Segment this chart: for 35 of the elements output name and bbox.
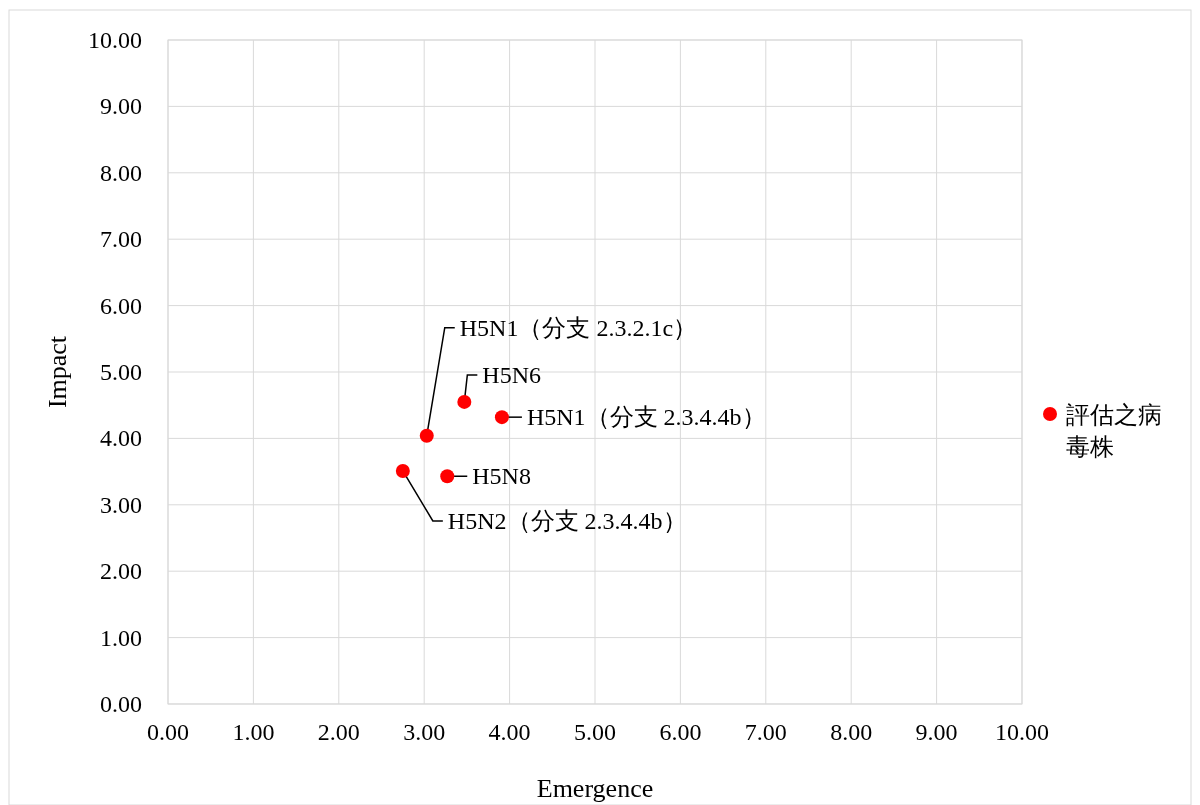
y-tick-label: 4.00 — [100, 425, 142, 452]
x-tick-label: 4.00 — [488, 719, 531, 745]
x-tick-label: 10.00 — [995, 719, 1049, 745]
point — [419, 428, 434, 443]
y-tick-label: 0.00 — [100, 691, 142, 717]
point — [457, 394, 472, 409]
annotation: H5N2（分支 2.3.4.4b） — [447, 507, 687, 534]
annotation: H5N6 — [482, 361, 542, 388]
y-tick-label: 2.00 — [100, 558, 142, 585]
x-tick-label: 7.00 — [744, 719, 787, 745]
x-tick-label: 3.00 — [403, 719, 446, 745]
point — [494, 410, 509, 425]
x-tick-label: 5.00 — [574, 719, 616, 745]
x-tick-label: 2.00 — [317, 719, 360, 745]
y-tick-label: 7.00 — [100, 226, 142, 253]
x-tick-label: 0.00 — [147, 719, 189, 745]
point — [440, 469, 455, 484]
y-tick-label: 6.00 — [100, 292, 142, 319]
x-tick-label: 6.00 — [659, 719, 702, 745]
annotation: H5N1（分支 2.3.2.1c） — [459, 314, 698, 341]
y-tick-label: 3.00 — [100, 491, 142, 518]
y-tick-label: 9.00 — [100, 93, 142, 120]
x-tick-label: 8.00 — [830, 719, 873, 745]
annotation: H5N8 — [472, 463, 531, 490]
y-tick-label: 5.00 — [100, 359, 142, 385]
y-axis-title: Impact — [43, 335, 72, 409]
x-axis-title: Emergence — [536, 774, 654, 803]
x-tick-label: 9.00 — [915, 719, 958, 745]
annotation: H5N1（分支 2.3.4.4b） — [526, 404, 766, 431]
y-tick-label: 1.00 — [100, 624, 142, 651]
y-tick-label: 8.00 — [100, 159, 142, 186]
x-tick-label: 1.00 — [232, 719, 275, 745]
legend-label: 評估之病毒株 — [1066, 402, 1162, 460]
y-tick-label: 10.00 — [88, 27, 142, 53]
point — [395, 463, 410, 478]
